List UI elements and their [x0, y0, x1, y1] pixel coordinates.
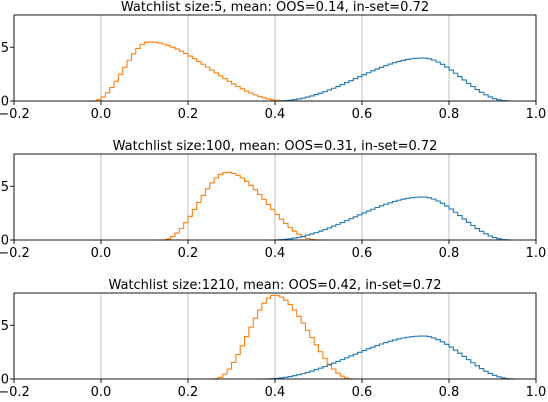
subplot-1-ytick-label-1: 5: [1, 41, 9, 56]
subplot-2-xtick-label-0: −0.2: [0, 246, 30, 261]
subplot-2-histogram-oos: [157, 171, 323, 241]
subplot-1: Watchlist size:5, mean: OOS=0.14, in-set…: [0, 0, 546, 122]
subplot-1-xtick-label-3: 0.4: [265, 107, 286, 122]
subplot-2-axes-frame: [13, 153, 537, 241]
subplot-2-xtick-label-3: 0.4: [265, 246, 286, 261]
subplot-3-xtick-label-5: 0.8: [439, 385, 460, 400]
subplot-3-title: Watchlist size:1210, mean: OOS=0.42, in-…: [108, 278, 441, 293]
subplot-3-ytick-label-1: 5: [1, 319, 9, 334]
subplot-1-axes-frame: [13, 14, 537, 102]
subplot-2-title: Watchlist size:100, mean: OOS=0.31, in-s…: [113, 139, 438, 154]
subplot-1-xtick-label-0: −0.2: [0, 107, 30, 122]
subplot-3-ytick-label-0: 0: [1, 373, 9, 388]
subplot-3-xtick-label-2: 0.2: [178, 385, 199, 400]
subplot-3-xtick-label-3: 0.4: [265, 385, 286, 400]
subplot-1-histogram-oos: [87, 41, 293, 102]
subplot-3-histogram-oos: [209, 294, 354, 380]
subplot-2-xtick-label-2: 0.2: [178, 246, 199, 261]
subplot-2-xtick-label-1: 0.0: [91, 246, 112, 261]
subplot-3-histogram-in-set: [257, 335, 515, 380]
subplot-1-xtick-label-1: 0.0: [91, 107, 112, 122]
subplot-2-histogram-in-set: [270, 196, 511, 241]
subplot-1-xtick-label-2: 0.2: [178, 107, 199, 122]
subplot-3-axes-frame: [13, 292, 537, 380]
subplot-1-xtick-label-5: 0.8: [439, 107, 460, 122]
subplot-2-xtick-label-6: 1.0: [526, 246, 547, 261]
subplot-2-xtick-label-5: 0.8: [439, 246, 460, 261]
subplot-2-ytick-label-0: 0: [1, 234, 9, 249]
subplot-1-histogram-in-set: [274, 57, 511, 102]
subplot-1-xtick-label-4: 0.6: [352, 107, 373, 122]
subplot-3: Watchlist size:1210, mean: OOS=0.42, in-…: [0, 278, 546, 400]
subplot-3-xtick-label-6: 1.0: [526, 385, 547, 400]
subplot-3-xtick-label-0: −0.2: [0, 385, 30, 400]
subplot-3-xtick-label-1: 0.0: [91, 385, 112, 400]
subplot-2-ytick-label-1: 5: [1, 180, 9, 195]
subplot-2-xtick-label-4: 0.6: [352, 246, 373, 261]
subplot-3-xtick-label-4: 0.6: [352, 385, 373, 400]
subplot-1-ytick-label-0: 0: [1, 95, 9, 110]
subplot-1-xtick-label-6: 1.0: [526, 107, 547, 122]
subplot-1-title: Watchlist size:5, mean: OOS=0.14, in-set…: [121, 0, 429, 15]
subplot-2: Watchlist size:100, mean: OOS=0.31, in-s…: [0, 139, 546, 261]
